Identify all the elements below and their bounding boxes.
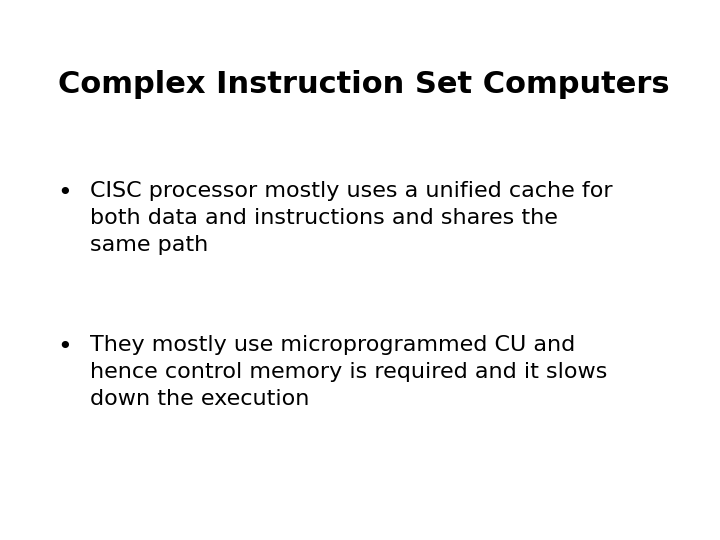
Text: •: • bbox=[58, 181, 72, 205]
Text: They mostly use microprogrammed CU and
hence control memory is required and it s: They mostly use microprogrammed CU and h… bbox=[90, 335, 608, 409]
Text: Complex Instruction Set Computers: Complex Instruction Set Computers bbox=[58, 70, 669, 99]
Text: •: • bbox=[58, 335, 72, 359]
Text: CISC processor mostly uses a unified cache for
both data and instructions and sh: CISC processor mostly uses a unified cac… bbox=[90, 181, 613, 255]
